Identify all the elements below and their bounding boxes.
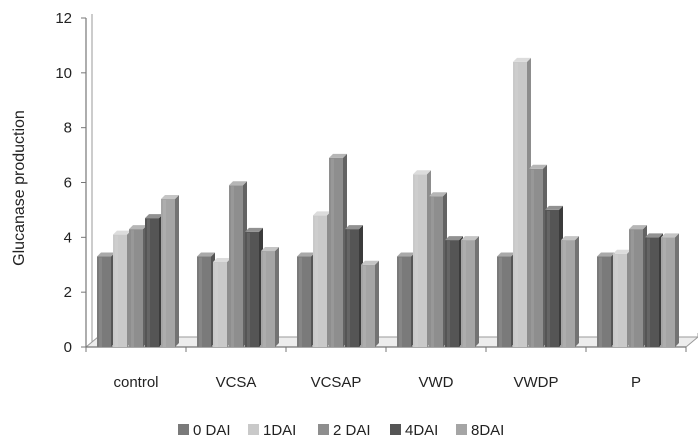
bar-VWDP-0-DAI (497, 252, 515, 347)
chart-bars (97, 57, 679, 347)
y-tick-label: 12 (55, 10, 72, 27)
chart-legend: 0 DAI 1DAI 2 DAI 4DAI 8DAI (178, 422, 504, 439)
bar-VWD-1DAI (413, 170, 431, 347)
legend-label: 2 DAI (333, 422, 371, 439)
bar-VCSA-8DAI (261, 247, 279, 347)
legend-item: 1DAI (248, 422, 296, 439)
bar-VCSA-2-DAI (229, 181, 247, 347)
bar-VCSA-1DAI (213, 258, 231, 347)
bar-VCSA-4DAI (245, 227, 263, 347)
y-tick-label: 6 (64, 175, 72, 192)
bar-control-4DAI (145, 214, 163, 347)
y-tick-label: 8 (64, 120, 72, 137)
x-category-label: VWDP (514, 374, 559, 391)
bar-VCSAP-1DAI (313, 211, 331, 347)
bar-control-2-DAI (129, 225, 147, 347)
bar-VWDP-4DAI (545, 205, 563, 347)
legend-swatch (178, 424, 189, 435)
bar-P-8DAI (661, 233, 679, 347)
bar-P-4DAI (645, 233, 663, 347)
bar-VWD-4DAI (445, 236, 463, 347)
bar-VWDP-8DAI (561, 236, 579, 347)
bar-VWDP-2-DAI (529, 164, 547, 347)
bar-VWD-0-DAI (397, 252, 415, 347)
legend-swatch (390, 424, 401, 435)
bar-control-1DAI (113, 230, 131, 347)
y-tick-label: 0 (64, 339, 72, 356)
bar-VWD-8DAI (461, 236, 479, 347)
legend-swatch (456, 424, 467, 435)
x-category-label: VCSA (216, 374, 257, 391)
legend-item: 2 DAI (318, 422, 371, 439)
bar-VWD-2-DAI (429, 192, 447, 347)
y-tick-label: 10 (55, 65, 72, 82)
bar-VCSAP-2-DAI (329, 153, 347, 347)
legend-swatch (248, 424, 259, 435)
legend-swatch (318, 424, 329, 435)
bar-VWDP-1DAI (513, 57, 531, 347)
bar-control-0-DAI (97, 252, 115, 347)
bar-P-0-DAI (597, 252, 615, 347)
bar-VCSAP-0-DAI (297, 252, 315, 347)
bar-VCSA-0-DAI (197, 252, 215, 347)
bar-P-2-DAI (629, 225, 647, 347)
bar-VCSAP-8DAI (361, 260, 379, 347)
bar-VCSAP-4DAI (345, 225, 363, 347)
bar-P-1DAI (613, 249, 631, 347)
legend-item: 4DAI (390, 422, 438, 439)
x-category-label: VWD (419, 374, 454, 391)
y-axis-title: Glucanase production (11, 110, 28, 266)
legend-label: 8DAI (471, 422, 504, 439)
chart-labels: 0 2 4 6 8 10 12 control VCSA VCSAP VWD VWDP P (55, 10, 641, 391)
x-category-label: control (113, 374, 158, 391)
legend-item: 8DAI (456, 422, 504, 439)
y-tick-label: 2 (64, 284, 72, 301)
x-category-label: VCSAP (311, 374, 362, 391)
bar-control-8DAI (161, 194, 179, 347)
legend-label: 1DAI (263, 422, 296, 439)
legend-item: 0 DAI (178, 422, 231, 439)
legend-label: 0 DAI (193, 422, 231, 439)
chart-axes (81, 17, 687, 352)
x-category-label: P (631, 374, 641, 391)
legend-label: 4DAI (405, 422, 438, 439)
y-tick-label: 4 (64, 229, 72, 246)
